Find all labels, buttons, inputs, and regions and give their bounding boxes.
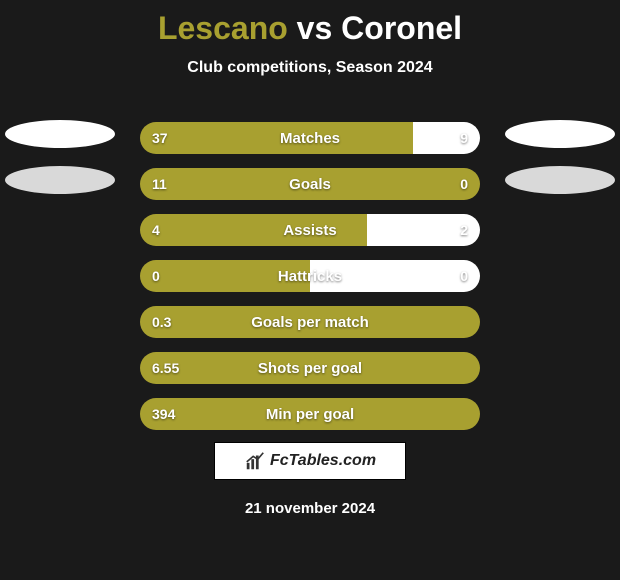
stat-row: 394Min per goal xyxy=(140,398,480,430)
stat-row: 00Hattricks xyxy=(140,260,480,292)
badge-left-1 xyxy=(5,166,115,194)
bar-right-fill xyxy=(367,214,480,246)
bar-left-fill xyxy=(140,168,480,200)
player-right-name: Coronel xyxy=(341,10,462,46)
bar-right-fill xyxy=(310,260,480,292)
date-text: 21 november 2024 xyxy=(0,500,620,517)
bar-left-fill xyxy=(140,398,480,430)
bar-left-fill xyxy=(140,260,310,292)
bar-right-fill xyxy=(413,122,480,154)
logo-text: FcTables.com xyxy=(270,452,376,470)
vs-text: vs xyxy=(297,10,333,46)
subtitle: Club competitions, Season 2024 xyxy=(0,59,620,77)
badge-left-0 xyxy=(5,120,115,148)
stat-row: 0.3Goals per match xyxy=(140,306,480,338)
player-left-name: Lescano xyxy=(158,10,288,46)
comparison-infographic: Lescano vs Coronel Club competitions, Se… xyxy=(0,0,620,580)
chart-icon xyxy=(244,450,266,472)
badge-right-0 xyxy=(505,120,615,148)
badge-right-1 xyxy=(505,166,615,194)
stat-row: 6.55Shots per goal xyxy=(140,352,480,384)
badges-left xyxy=(5,120,115,194)
page-title: Lescano vs Coronel xyxy=(0,0,620,47)
bar-left-fill xyxy=(140,352,480,384)
bar-left-fill xyxy=(140,122,413,154)
stat-bars: 379Matches 110Goals 42Assists 00Hattricks 0.… xyxy=(140,122,480,430)
stat-row: 379Matches xyxy=(140,122,480,154)
stat-row: 42Assists xyxy=(140,214,480,246)
bar-left-fill xyxy=(140,214,367,246)
badges-right xyxy=(505,120,615,194)
stat-row: 110Goals xyxy=(140,168,480,200)
bar-left-fill xyxy=(140,306,480,338)
source-logo: FcTables.com xyxy=(214,442,406,480)
